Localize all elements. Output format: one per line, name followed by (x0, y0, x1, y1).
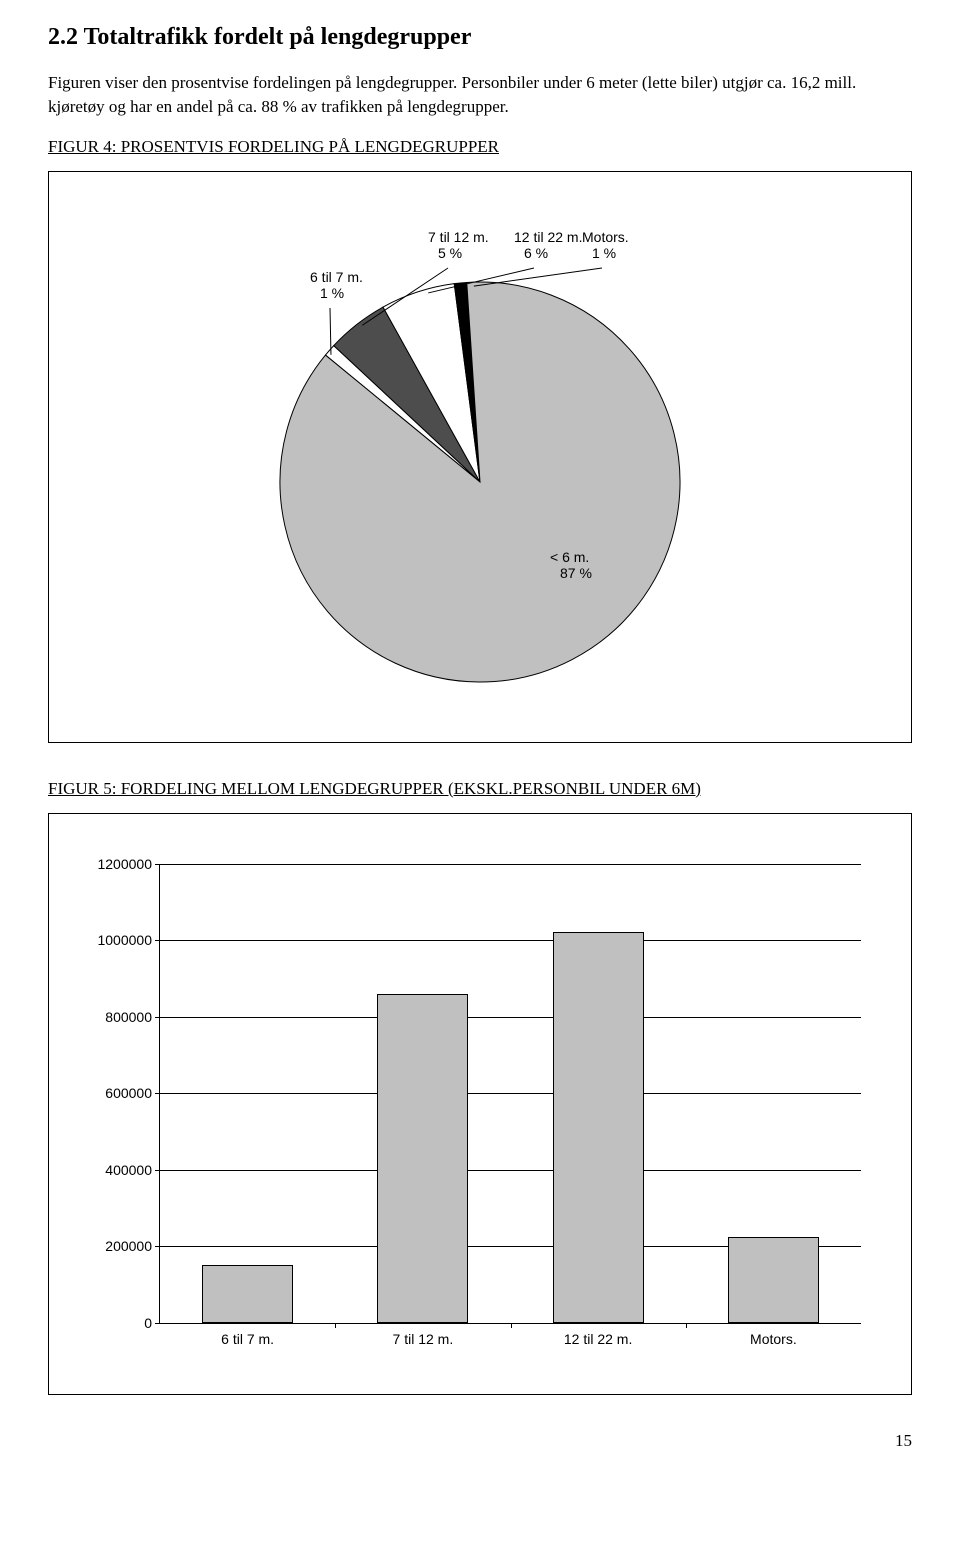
bar-rect (202, 1265, 293, 1322)
bar-ylabel: 800000 (105, 1009, 160, 1025)
pie-svg: 6 til 7 m.1 %7 til 12 m.5 %12 til 22 m.6… (160, 202, 800, 712)
bar-rect (728, 1237, 819, 1323)
bar-ylabel: 1000000 (97, 932, 160, 948)
bar-ylabel: 0 (144, 1315, 160, 1331)
bar-gridline (160, 1093, 861, 1094)
figure5-bar-frame: 0 200000 400000 600000 800000 1000000 1200000 6… (48, 813, 912, 1395)
svg-text:87 %: 87 % (560, 565, 592, 581)
bar-ylabel: 600000 (105, 1085, 160, 1101)
bar-xlabel: Motors. (750, 1323, 797, 1347)
bar-plot-area: 0200000400000600000800000100000012000006… (159, 864, 861, 1324)
svg-text:6 til 7 m.: 6 til 7 m. (310, 269, 363, 285)
bar-gridline (160, 1170, 861, 1171)
svg-text:Motors.: Motors. (582, 229, 629, 245)
page-number: 15 (48, 1431, 912, 1451)
svg-text:12 til 22 m.: 12 til 22 m. (514, 229, 582, 245)
svg-text:1 %: 1 % (320, 285, 344, 301)
bar-xlabel: 6 til 7 m. (221, 1323, 274, 1347)
svg-text:7 til 12 m.: 7 til 12 m. (428, 229, 489, 245)
bar-chart: 0 200000 400000 600000 800000 1000000 1200000 6… (79, 844, 881, 1364)
section-heading: 2.2 Totaltrafikk fordelt på lengdegruppe… (48, 24, 912, 51)
bar-xtick (511, 1323, 512, 1328)
figure4-pie-frame: 6 til 7 m.1 %7 til 12 m.5 %12 til 22 m.6… (48, 171, 912, 743)
bar-rect (553, 932, 644, 1322)
figure5-caption: FIGUR 5: FORDELING MELLOM LENGDEGRUPPER … (48, 779, 912, 799)
bar-xlabel: 12 til 22 m. (564, 1323, 632, 1347)
pie-chart: 6 til 7 m.1 %7 til 12 m.5 %12 til 22 m.6… (79, 202, 881, 712)
svg-text:1 %: 1 % (592, 245, 616, 261)
bar-ylabel: 1200000 (97, 856, 160, 872)
bar-xlabel: 7 til 12 m. (393, 1323, 454, 1347)
bar-xtick (335, 1323, 336, 1328)
svg-text:6 %: 6 % (524, 245, 548, 261)
svg-text:5 %: 5 % (438, 245, 462, 261)
bar-ylabel: 200000 (105, 1238, 160, 1254)
figure4-caption: FIGUR 4: PROSENTVIS FORDELING PÅ LENGDEG… (48, 137, 912, 157)
bar-rect (377, 994, 468, 1323)
bar-gridline (160, 940, 861, 941)
bar-ylabel: 400000 (105, 1162, 160, 1178)
body-paragraph: Figuren viser den prosentvise fordelinge… (48, 71, 912, 119)
bar-gridline (160, 864, 861, 865)
bar-xtick (686, 1323, 687, 1328)
svg-text:< 6 m.: < 6 m. (550, 549, 589, 565)
bar-gridline (160, 1017, 861, 1018)
